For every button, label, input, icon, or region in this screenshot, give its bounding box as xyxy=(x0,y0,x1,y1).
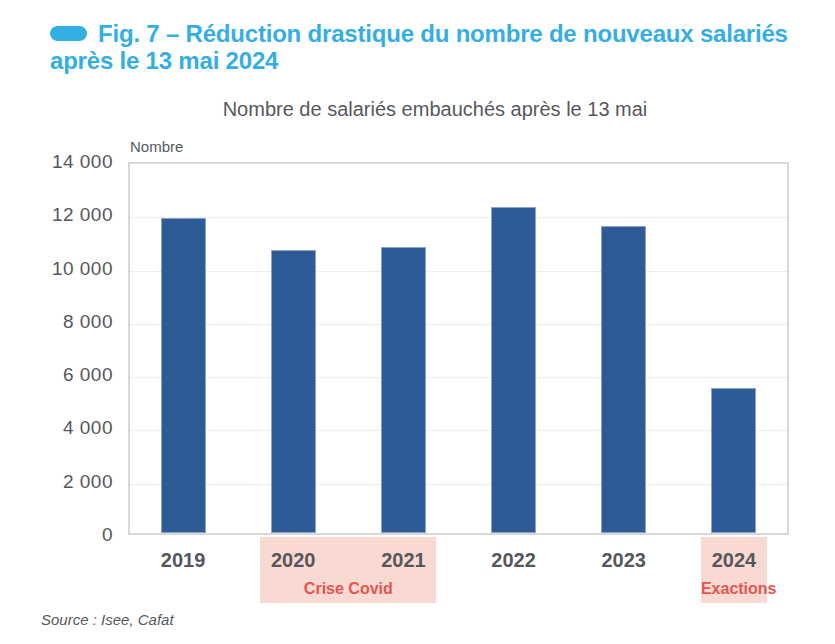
y-tick-0: 0 xyxy=(0,523,113,547)
band-label-1: Exactions xyxy=(701,580,767,598)
y-tick-2000: 2 000 xyxy=(0,470,113,494)
y-tick-4000: 4 000 xyxy=(0,416,113,440)
x-tick-2020: 2020 xyxy=(238,549,348,572)
gridline-12000 xyxy=(130,217,787,218)
y-tick-8000: 8 000 xyxy=(0,310,113,334)
bar-2019 xyxy=(161,218,206,533)
bar-2021 xyxy=(381,247,426,533)
x-tick-2021: 2021 xyxy=(348,549,458,572)
bullet-pill-icon xyxy=(50,26,87,41)
gridline-4000 xyxy=(130,430,787,431)
x-tick-2019: 2019 xyxy=(128,549,238,572)
y-tick-14000: 14 000 xyxy=(0,150,113,174)
x-tick-2024: 2024 xyxy=(679,549,789,572)
y-tick-10000: 10 000 xyxy=(0,257,113,281)
chart-title: Nombre de salariés embauchés après le 13… xyxy=(110,98,760,121)
figure-page: Fig. 7 – Réduction drastique du nombre d… xyxy=(0,0,835,644)
bar-2023 xyxy=(601,226,646,533)
bar-2024 xyxy=(711,388,756,533)
source-line: Source : Isee, Cafat xyxy=(41,611,174,628)
x-tick-2022: 2022 xyxy=(459,549,569,572)
gridline-8000 xyxy=(130,324,787,325)
plot-area xyxy=(128,162,789,535)
bar-2020 xyxy=(271,250,316,533)
gridline-6000 xyxy=(130,377,787,378)
y-tick-6000: 6 000 xyxy=(0,363,113,387)
figure-caption-text: Fig. 7 – Réduction drastique du nombre d… xyxy=(50,20,788,74)
y-axis-title: Nombre xyxy=(130,138,183,155)
x-tick-2023: 2023 xyxy=(569,549,679,572)
y-tick-12000: 12 000 xyxy=(0,203,113,227)
gridline-10000 xyxy=(130,271,787,272)
figure-caption: Fig. 7 – Réduction drastique du nombre d… xyxy=(50,20,790,74)
band-label-0: Crise Covid xyxy=(260,580,436,598)
bar-2022 xyxy=(491,207,536,533)
gridline-2000 xyxy=(130,484,787,485)
